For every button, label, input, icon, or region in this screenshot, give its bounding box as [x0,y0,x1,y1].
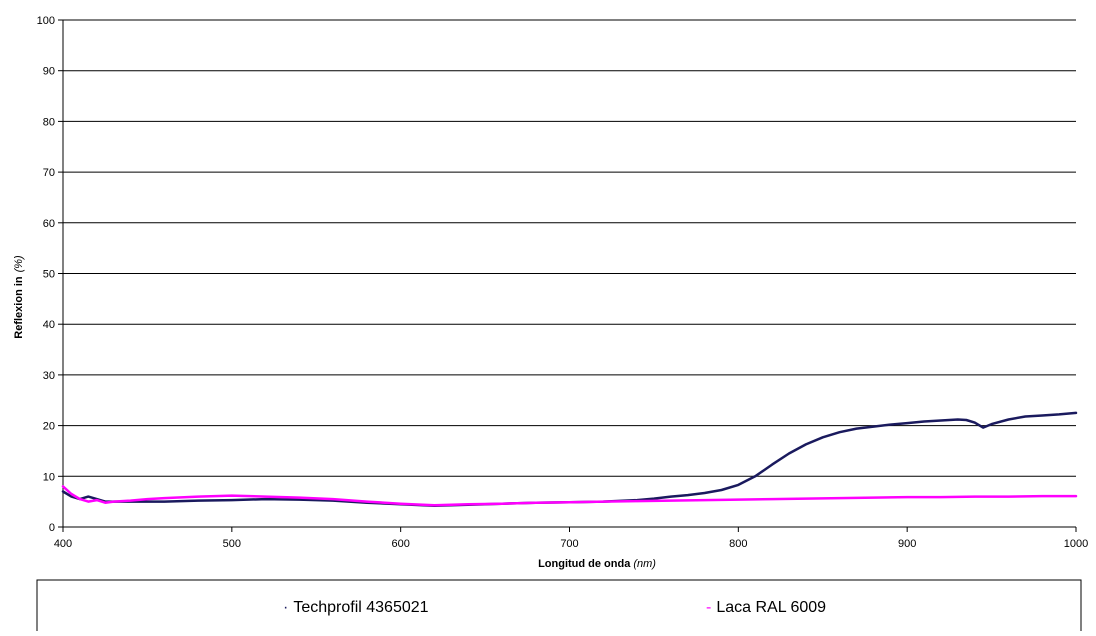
x-axis-title: Longitud de onda (nm) [538,558,656,570]
y-axis-title: Reflexion in (%) [13,255,25,339]
legend-marker-laca: - [706,599,711,616]
y-tick-label-80: 80 [43,116,55,128]
x-tick-label-500: 500 [223,538,241,550]
x-axis-label: Longitud de onda [538,558,631,570]
series-lines [61,411,1078,507]
x-tick-label-600: 600 [391,538,409,550]
axes: 0 10 20 30 40 50 60 70 80 90 100 400 500 600 700 800 900… [37,15,1089,550]
legend-item-laca: - Laca RAL 6009 [706,599,826,616]
y-tick-label-60: 60 [43,218,55,230]
y-tick-label-90: 90 [43,66,55,78]
legend-item-techprofil: · Techprofil 4365021 [283,599,429,616]
y-tick-label-0: 0 [49,522,55,534]
series-line-1 [61,485,1078,507]
x-axis-unit: (nm) [633,558,656,570]
y-tick-label-40: 40 [43,319,55,331]
y-tick-label-10: 10 [43,471,55,483]
legend-label-techprofil: Techprofil 4365021 [293,599,428,616]
y-tick-label-20: 20 [43,421,55,433]
y-tick-label-100: 100 [37,15,55,27]
legend-label-laca: Laca RAL 6009 [716,599,826,616]
y-axis-unit: (%) [13,255,25,272]
x-tick-label-800: 800 [729,538,747,550]
legend: · Techprofil 4365021 - Laca RAL 6009 [36,579,1082,636]
x-tick-label-400: 400 [54,538,72,550]
y-axis-label: Reflexion in [13,276,25,339]
x-tick-label-900: 900 [898,538,916,550]
legend-marker-techprofil: · [283,599,288,616]
x-tick-label-1000: 1000 [1064,538,1088,550]
grid-lines [63,19,1076,477]
x-tick-label-700: 700 [560,538,578,550]
y-tick-label-30: 30 [43,370,55,382]
legend-box [36,579,1082,636]
series-line-0 [61,411,1078,507]
y-tick-label-50: 50 [43,269,55,281]
y-tick-label-70: 70 [43,167,55,179]
